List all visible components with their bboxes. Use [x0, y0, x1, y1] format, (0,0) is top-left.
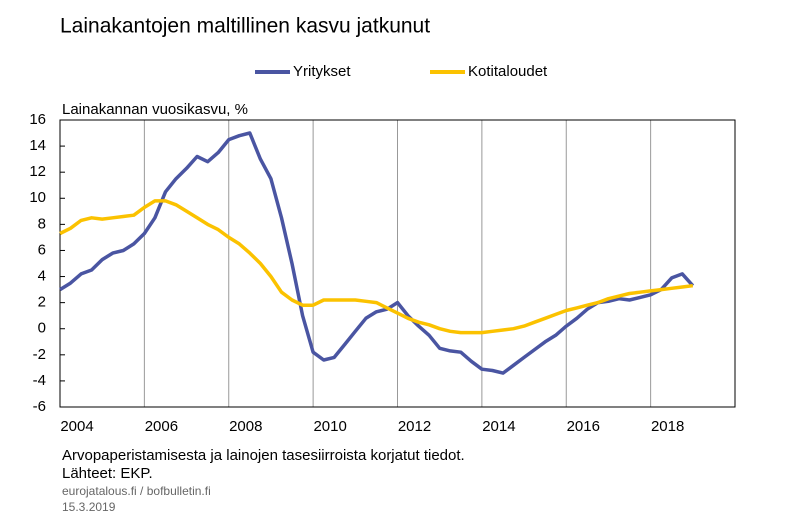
chart-title: Lainakantojen maltillinen kasvu jatkunut — [60, 15, 430, 38]
x-tick-label: 2004 — [60, 418, 93, 435]
y-tick-label: 10 — [29, 189, 46, 206]
note: Arvopaperistamisesta ja lainojen tasesii… — [62, 447, 465, 464]
y-tick-label: 12 — [29, 163, 46, 180]
x-tick-label: 2008 — [229, 418, 262, 435]
x-tick-label: 2014 — [482, 418, 515, 435]
y-tick-label: -4 — [33, 372, 46, 389]
y-tick-label: 0 — [38, 320, 46, 337]
note: Lähteet: EKP. — [62, 465, 153, 482]
source: eurojatalous.fi / bofbulletin.fi — [62, 484, 211, 498]
legend-label: Yritykset — [293, 63, 351, 80]
plot-frame — [59, 119, 736, 408]
x-tick-label: 2006 — [145, 418, 178, 435]
x-tick-label: 2012 — [398, 418, 431, 435]
y-tick-label: -6 — [33, 398, 46, 415]
y-tick-label: 14 — [29, 137, 46, 154]
x-tick-label: 2016 — [567, 418, 600, 435]
y-axis-label: Lainakannan vuosikasvu, % — [62, 101, 248, 118]
y-tick-label: 16 — [29, 111, 46, 128]
x-tick-label: 2010 — [313, 418, 346, 435]
x-tick-label: 2018 — [651, 418, 684, 435]
series-line — [59, 131, 695, 375]
date: 15.3.2019 — [62, 500, 116, 514]
y-tick-label: 2 — [38, 294, 46, 311]
y-tick-label: 6 — [38, 241, 46, 258]
y-tick-label: 8 — [38, 215, 46, 232]
legend-label: Kotitaloudet — [468, 63, 548, 80]
y-tick-label: 4 — [38, 268, 46, 285]
y-tick-label: -2 — [33, 346, 46, 363]
series-line — [59, 199, 694, 335]
